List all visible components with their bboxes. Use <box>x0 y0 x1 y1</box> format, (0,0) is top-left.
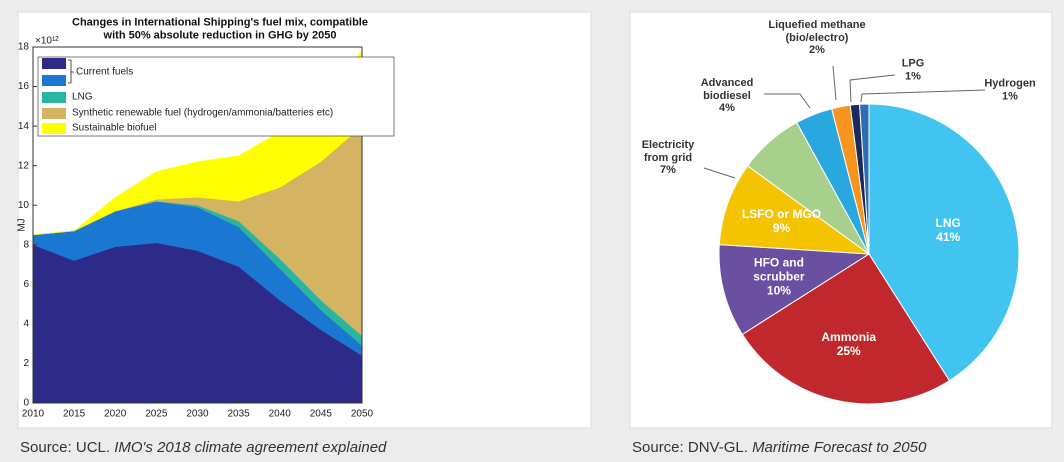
value-label: 25% <box>836 343 861 358</box>
y-tick-label: 10 <box>18 200 30 211</box>
x-tick-label: 2010 <box>22 409 45 420</box>
value-label: 9% <box>772 221 791 236</box>
y-axis-label: MJ <box>17 218 28 231</box>
x-tick-label: 2030 <box>186 409 209 420</box>
x-tick-label: 2025 <box>145 409 168 420</box>
x-tick-label: 2020 <box>104 409 127 420</box>
y-tick-label: 18 <box>18 42 30 53</box>
category-label: LSFO or MGO <box>741 207 822 222</box>
slice-label: LSFO or MGO 9% <box>741 207 822 237</box>
category-label: Liquefied methane (bio/electro) <box>768 19 866 44</box>
x-tick-label: 2045 <box>310 409 333 420</box>
value-label: 4% <box>719 102 735 115</box>
leader-line <box>703 167 736 179</box>
source: Source: DNV-GL. <box>632 439 748 456</box>
y-tick-label: 4 <box>23 319 29 330</box>
leader-line <box>849 74 896 103</box>
x-tick-label: 2015 <box>63 409 86 420</box>
leader-line <box>764 93 811 109</box>
leader-line <box>860 89 986 103</box>
legend-swatch <box>42 58 66 69</box>
source: Source: UCL. <box>20 439 111 456</box>
pie-slice <box>868 103 1020 382</box>
slice-label: Liquefied methane (bio/electro) 2% <box>768 19 865 57</box>
slice-label: Electricity from grid 7% <box>642 139 695 177</box>
caption: Source: DNV-GL. Maritime Forecast to 205… <box>632 439 926 456</box>
pie-slice <box>718 244 871 336</box>
category-label: LPG <box>901 57 925 70</box>
value-label: 7% <box>660 164 676 177</box>
category-label: Advanced biodiesel <box>700 77 754 102</box>
legend-label: Current fuels <box>76 67 133 78</box>
x-tick-label: 2040 <box>269 409 292 420</box>
pie-slice <box>859 103 870 255</box>
legend-swatch <box>42 108 66 119</box>
y-tick-label: 2 <box>23 358 29 369</box>
leader-line <box>832 65 837 101</box>
legend-bracket <box>68 59 74 84</box>
pie-slice <box>741 253 951 405</box>
y-tick-label: 12 <box>18 160 30 171</box>
source-title: IMO's 2018 climate agreement explained <box>114 439 387 456</box>
legend-swatch <box>42 123 66 134</box>
legend-label: LNG <box>72 92 93 103</box>
slice-label: Hydrogen 1% <box>984 77 1035 102</box>
source-title: Maritime Forecast to 2050 <box>752 439 927 456</box>
caption: Source: UCL. IMO's 2018 climate agreemen… <box>20 439 386 456</box>
pie-slice <box>718 165 871 255</box>
value-label: 2% <box>809 44 825 57</box>
value-label: 41% <box>936 229 961 244</box>
value-label: 10% <box>766 283 791 298</box>
category-label: Ammonia <box>821 329 877 344</box>
category-label: HFO and scrubber <box>753 255 805 284</box>
x-tick-label: 2050 <box>351 409 374 420</box>
category-label: Hydrogen <box>984 77 1036 90</box>
value-label: 1% <box>905 70 921 82</box>
y-multiplier: ×10¹² <box>35 36 59 47</box>
category-label: Electricity from grid <box>641 139 695 164</box>
y-tick-label: 6 <box>23 279 29 290</box>
y-tick-label: 0 <box>23 398 29 409</box>
slice-label: Advanced biodiesel 4% <box>701 77 754 115</box>
chart-title: Changes in International Shipping's fuel… <box>72 16 368 41</box>
legend-label: Synthetic renewable fuel (hydrogen/ammon… <box>72 108 333 119</box>
y-tick-label: 8 <box>23 239 29 250</box>
value-label: 1% <box>1002 90 1018 102</box>
slice-label: Ammonia 25% <box>821 329 877 359</box>
legend-label: Sustainable biofuel <box>72 123 157 134</box>
slice-label: LPG 1% <box>902 57 925 82</box>
legend-box <box>37 56 395 137</box>
legend-swatch <box>42 75 66 86</box>
slice-label: LNG 41% <box>935 216 961 245</box>
slice-label: HFO and scrubber 10% <box>753 256 804 297</box>
x-tick-label: 2035 <box>228 409 251 420</box>
category-label: LNG <box>935 216 961 231</box>
legend-swatch <box>42 92 66 103</box>
y-tick-label: 14 <box>18 121 30 132</box>
y-tick-label: 16 <box>18 81 30 92</box>
